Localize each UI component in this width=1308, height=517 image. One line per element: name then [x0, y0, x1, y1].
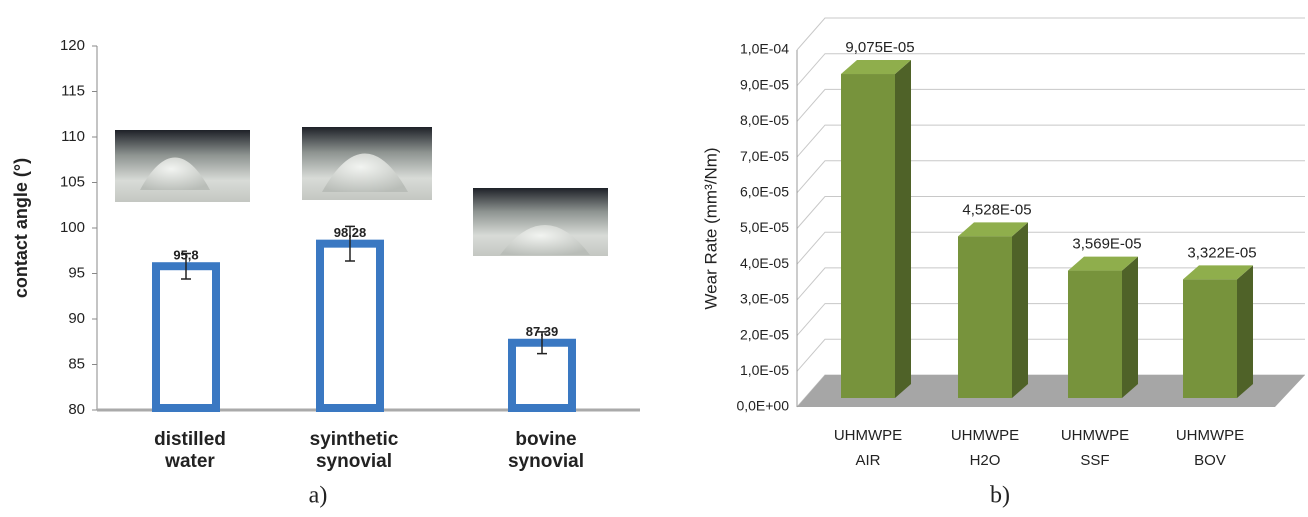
- y-tick-label: 3,0E-05: [740, 291, 789, 307]
- bar: [1068, 271, 1122, 398]
- bar-side: [895, 60, 911, 398]
- figure: 80 85 90 95 100 105 110 115 120 contact angle (°)…: [0, 0, 1308, 517]
- x-tick-label: UHMWPE: [834, 427, 902, 444]
- x-tick-label: bovine: [515, 429, 576, 450]
- value-label: 3,322E-05: [1187, 244, 1256, 261]
- y-tick-label: 8,0E-05: [740, 112, 789, 128]
- value-label: 87,39: [526, 324, 559, 339]
- y-tick-label: 95: [68, 264, 85, 281]
- y-tick-label: 80: [68, 401, 85, 418]
- bar-side: [1122, 257, 1138, 398]
- y-tick-label: 4,0E-05: [740, 255, 789, 271]
- value-label: 95,8: [173, 248, 198, 263]
- bar: [320, 244, 380, 408]
- x-tick-label: syinthetic: [310, 429, 399, 450]
- bar: [958, 236, 1012, 398]
- y-tick-label: 6,0E-05: [740, 184, 789, 200]
- value-label: 98,28: [334, 225, 367, 240]
- y-tick-label: 90: [68, 310, 85, 327]
- value-label: 9,075E-05: [845, 39, 914, 56]
- x-tick-label: water: [164, 451, 215, 472]
- bar-side: [1012, 222, 1028, 398]
- y-tick-label: 1,0E-05: [740, 362, 789, 378]
- x-tick-label: UHMWPE: [1176, 427, 1244, 444]
- y-tick-label: 85: [68, 355, 85, 372]
- y-axis-label: Wear Rate (mm³/Nm): [701, 147, 720, 309]
- x-tick-label: synovial: [508, 451, 584, 472]
- y-tick-label: 120: [60, 37, 85, 54]
- x-tick-label: SSF: [1080, 452, 1109, 469]
- x-tick-label: UHMWPE: [1061, 427, 1129, 444]
- caption: a): [309, 483, 328, 509]
- y-tick-label: 115: [61, 82, 85, 99]
- x-tick-label: BOV: [1194, 452, 1226, 469]
- caption: b): [990, 483, 1010, 509]
- y-tick-label: 2,0E-05: [740, 326, 789, 342]
- value-label: 3,569E-05: [1072, 236, 1141, 253]
- y-axis-label: contact angle (°): [11, 158, 31, 298]
- x-tick-label: AIR: [855, 452, 880, 469]
- y-tick-label: 1,0E-04: [740, 41, 789, 57]
- bar: [156, 266, 216, 408]
- bar: [1183, 279, 1237, 398]
- y-tick-label: 9,0E-05: [740, 76, 789, 92]
- y-tick-label: 110: [61, 128, 85, 145]
- bar-side: [1237, 265, 1253, 398]
- x-tick-label: H2O: [970, 452, 1001, 469]
- x-tick-label: distilled: [154, 429, 226, 450]
- y-tick-label: 0,0E+00: [736, 398, 789, 414]
- y-tick-label: 7,0E-05: [740, 148, 789, 164]
- value-label: 4,528E-05: [962, 201, 1031, 218]
- x-tick-label: UHMWPE: [951, 427, 1019, 444]
- y-tick-label: 100: [60, 219, 85, 236]
- y-tick-label: 105: [60, 173, 85, 190]
- x-tick-label: synovial: [316, 451, 392, 472]
- bar: [841, 74, 895, 398]
- y-tick-label: 5,0E-05: [740, 219, 789, 235]
